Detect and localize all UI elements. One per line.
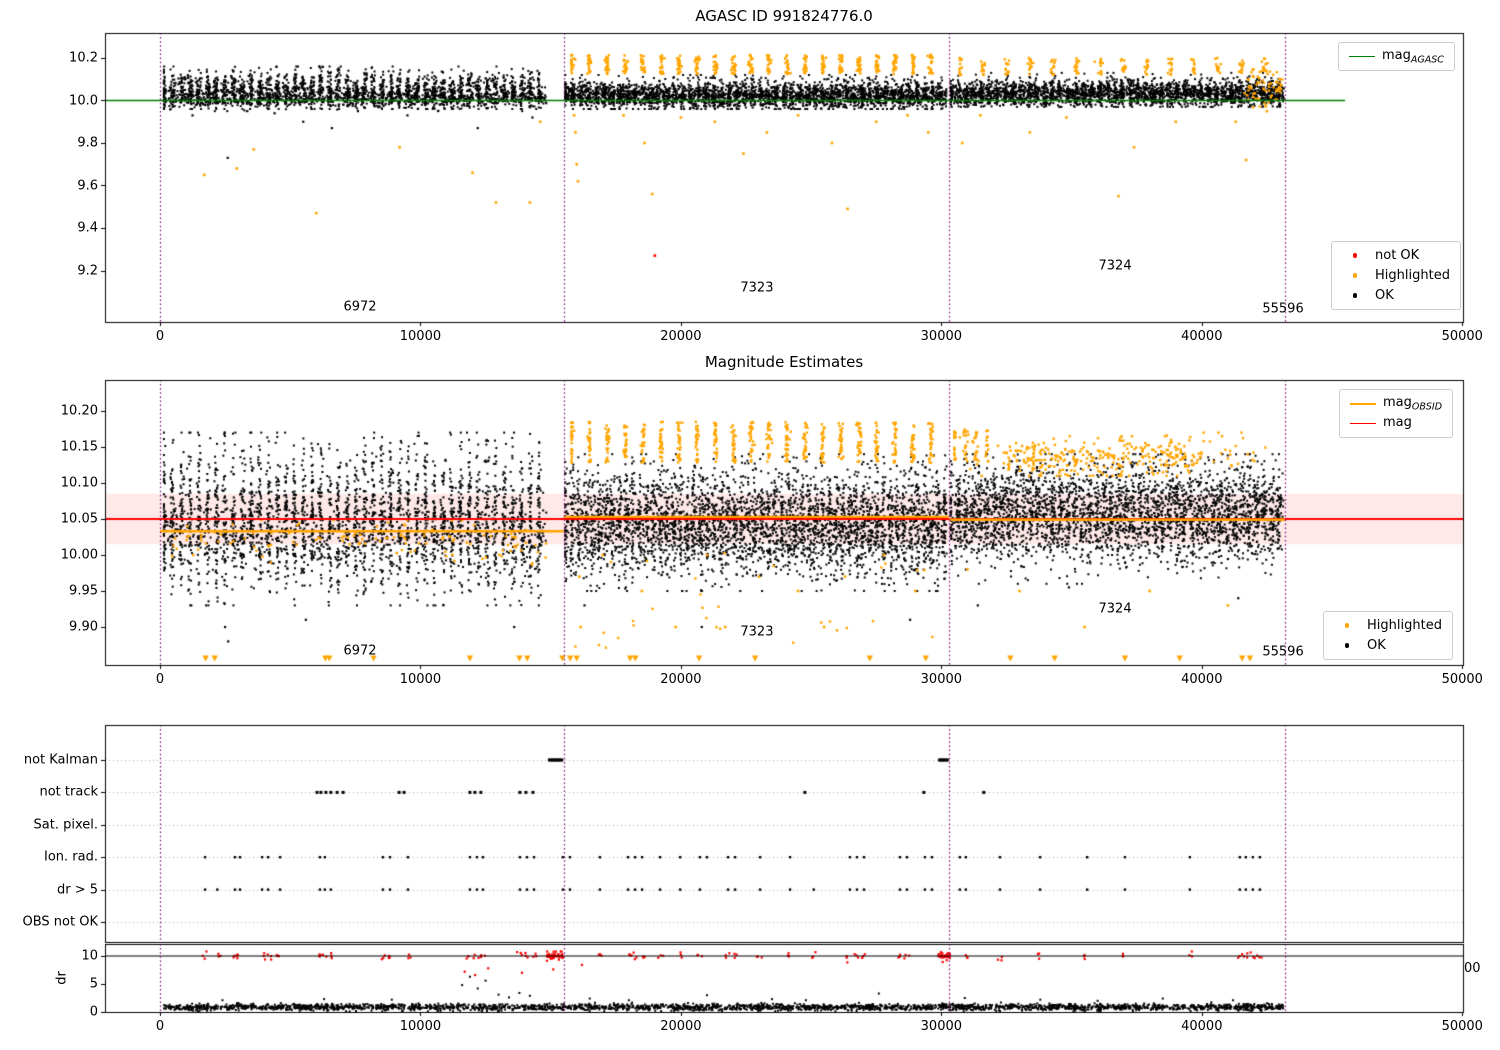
ok-label: OK bbox=[1375, 288, 1394, 303]
y-tick-label: 9.95 bbox=[69, 583, 98, 599]
legend-row: Highlighted bbox=[1342, 267, 1450, 284]
obsid-label: 6972 bbox=[343, 643, 377, 659]
flag-category-label: dr > 5 bbox=[56, 882, 98, 898]
obsid-label: 55596 bbox=[1262, 301, 1304, 317]
y-tick-label: 10.10 bbox=[60, 475, 98, 491]
ok-marker-icon bbox=[1334, 643, 1360, 648]
obsid-label: 6972 bbox=[343, 299, 377, 315]
mag-label: mag bbox=[1383, 414, 1412, 430]
obsid-label: 7323 bbox=[740, 280, 774, 295]
y-tick-label: 10.2 bbox=[69, 50, 98, 66]
x-tick-label: 50000 bbox=[1441, 672, 1483, 687]
x-tick-label: 0 bbox=[155, 329, 165, 344]
x-tick-label: 30000 bbox=[920, 329, 963, 344]
x-tick-label: 0 bbox=[155, 672, 165, 687]
x-tick-label: 20000 bbox=[660, 672, 702, 687]
flag-category-label: Ion. rad. bbox=[44, 849, 98, 865]
legend-row: Highlighted bbox=[1334, 617, 1442, 634]
y-tick-label: 10.00 bbox=[60, 547, 98, 563]
x-tick-label: 0 bbox=[155, 1019, 165, 1034]
mag-obsid-label: magOBSID bbox=[1383, 394, 1443, 413]
flag-category-label: not track bbox=[39, 784, 98, 800]
legend-row: magAGASC bbox=[1349, 48, 1444, 65]
plot2-point-legend: Highlighted OK bbox=[1323, 611, 1453, 660]
mag-obsid-line-swatch bbox=[1350, 402, 1376, 405]
ok-label: OK bbox=[1367, 638, 1386, 653]
highlighted-marker-icon bbox=[1334, 623, 1360, 628]
y-tick-label: 10.0 bbox=[69, 93, 98, 108]
clipped-tick-label: 00 bbox=[1464, 961, 1481, 976]
x-tick-label: 40000 bbox=[1181, 672, 1223, 687]
x-tick-label: 10000 bbox=[399, 329, 442, 344]
plot2-line-legend: magOBSID mag bbox=[1339, 389, 1454, 438]
legend-row: mag bbox=[1350, 415, 1442, 432]
x-tick-label: 20000 bbox=[660, 1019, 702, 1034]
y-tick-label: 9.2 bbox=[77, 263, 98, 278]
flag-category-label: not Kalman bbox=[23, 752, 98, 768]
x-tick-label: 40000 bbox=[1181, 329, 1223, 344]
flag-category-label: OBS not OK bbox=[22, 914, 99, 930]
mag-agasc-label: magAGASC bbox=[1382, 47, 1444, 66]
x-tick-label: 10000 bbox=[399, 1019, 442, 1034]
y-tick-label: 0 bbox=[89, 1004, 98, 1020]
obsid-label: 7324 bbox=[1098, 258, 1132, 274]
legend-row: OK bbox=[1334, 637, 1442, 654]
y-tick-label: 9.90 bbox=[69, 619, 98, 635]
obsid-label: 7324 bbox=[1098, 601, 1132, 617]
plot1-point-legend: not OK Highlighted OK bbox=[1331, 241, 1461, 310]
not-ok-marker-icon bbox=[1342, 253, 1368, 258]
x-tick-label: 30000 bbox=[920, 672, 963, 687]
highlighted-label: Highlighted bbox=[1375, 268, 1450, 283]
y-tick-label: 9.6 bbox=[77, 178, 98, 193]
not-ok-label: not OK bbox=[1375, 248, 1420, 263]
mag-agasc-line-swatch bbox=[1349, 56, 1375, 57]
y-tick-label: 9.4 bbox=[77, 220, 98, 236]
x-tick-label: 10000 bbox=[399, 672, 442, 687]
obsid-label: 7323 bbox=[740, 624, 774, 640]
ok-marker-icon bbox=[1342, 293, 1368, 298]
highlighted-label: Highlighted bbox=[1367, 618, 1442, 633]
highlighted-marker-icon bbox=[1342, 273, 1368, 278]
legend-row: magOBSID bbox=[1350, 395, 1442, 412]
y-tick-label: 10.15 bbox=[60, 439, 98, 455]
obsid-label: 55596 bbox=[1262, 644, 1304, 660]
y-tick-label: 10.20 bbox=[60, 403, 98, 419]
legend-row: not OK bbox=[1342, 247, 1450, 264]
x-tick-label: 40000 bbox=[1181, 1019, 1223, 1034]
y-tick-label: 10.05 bbox=[60, 511, 98, 527]
x-tick-label: 20000 bbox=[660, 329, 702, 344]
x-tick-label: 30000 bbox=[920, 1019, 963, 1034]
x-tick-label: 50000 bbox=[1441, 1019, 1483, 1034]
flag-category-label: Sat. pixel. bbox=[33, 817, 98, 833]
y-tick-label: 9.8 bbox=[77, 135, 98, 151]
y-tick-label: 5 bbox=[89, 976, 98, 992]
plot2-title: Magnitude Estimates bbox=[704, 353, 864, 371]
dr-axis-label: dr bbox=[54, 971, 70, 985]
mag-line-swatch bbox=[1350, 423, 1376, 424]
y-tick-label: 10 bbox=[81, 948, 98, 964]
legend-row: OK bbox=[1342, 287, 1450, 304]
plot1-line-legend: magAGASC bbox=[1338, 42, 1455, 71]
plot1-title: AGASC ID 991824776.0 bbox=[695, 7, 873, 25]
x-tick-label: 50000 bbox=[1441, 329, 1483, 344]
